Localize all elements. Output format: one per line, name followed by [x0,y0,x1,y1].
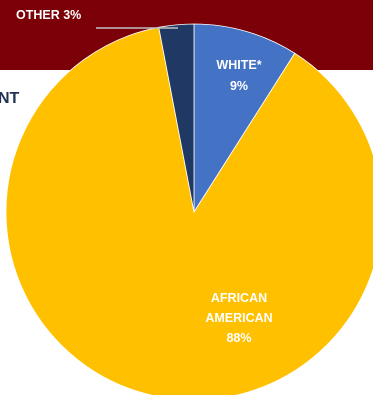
section-heading: NT [0,90,20,107]
pie-slice-white [193,23,296,214]
slice-label-other: OTHER 3% [16,8,81,22]
slice-label-white: WHITE* 9% [216,58,261,93]
pie-slice-african-american [5,26,373,395]
slice-label-african-american: AFRICAN AMERICAN 88% [205,291,272,345]
